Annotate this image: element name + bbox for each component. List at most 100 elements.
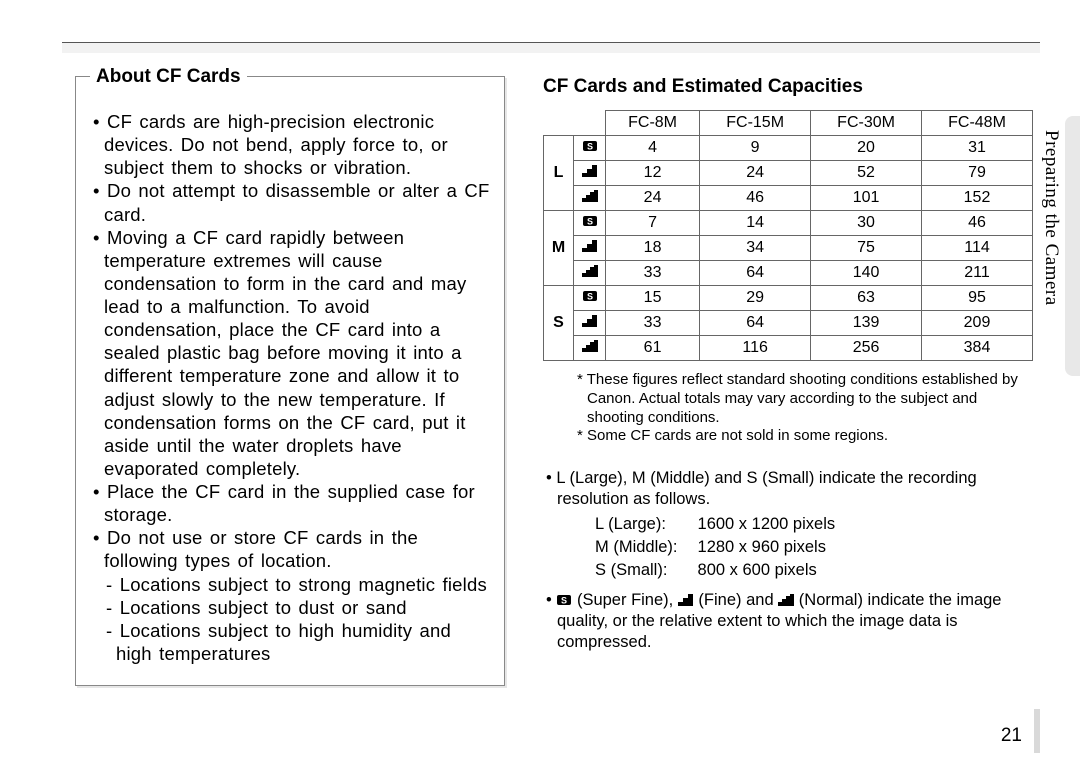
table-row: 3364140211 bbox=[544, 261, 1033, 286]
quality-icon-fine bbox=[574, 161, 606, 186]
left-column: About CF Cards CF cards are high-precisi… bbox=[75, 76, 505, 686]
cell: 384 bbox=[922, 336, 1033, 361]
footnote: * These figures reflect standard shootin… bbox=[577, 371, 1033, 427]
cell: 33 bbox=[606, 261, 700, 286]
res-label: L (Large): bbox=[595, 514, 696, 535]
table-row: 3364139209 bbox=[544, 311, 1033, 336]
quality-icon-normal bbox=[574, 261, 606, 286]
thumb-index-tab bbox=[1065, 116, 1080, 376]
table-row: S S 15296395 bbox=[544, 286, 1033, 311]
about-cf-cards-list: CF cards are high-precision electronic d… bbox=[90, 110, 490, 665]
quality-icon-superfine: S bbox=[574, 136, 606, 161]
capacities-table: FC-8M FC-15M FC-30M FC-48M L S 492031 12… bbox=[543, 110, 1033, 361]
page-number-bar bbox=[1034, 709, 1040, 753]
cell: 29 bbox=[700, 286, 811, 311]
cell: 9 bbox=[700, 136, 811, 161]
quality-icon-normal bbox=[574, 336, 606, 361]
bullet: CF cards are high-precision electronic d… bbox=[90, 110, 490, 179]
table-row: L S 492031 bbox=[544, 136, 1033, 161]
cell: 152 bbox=[922, 186, 1033, 211]
bullet: Do not attempt to disassemble or alter a… bbox=[90, 179, 490, 225]
sub-bullet: Locations subject to strong magnetic fie… bbox=[90, 573, 490, 596]
cell: 46 bbox=[700, 186, 811, 211]
cell: 24 bbox=[700, 161, 811, 186]
bullet: Place the CF card in the supplied case f… bbox=[90, 480, 490, 526]
quality-icon-fine bbox=[574, 311, 606, 336]
cell: 12 bbox=[606, 161, 700, 186]
cell: 4 bbox=[606, 136, 700, 161]
capacities-title: CF Cards and Estimated Capacities bbox=[543, 76, 1033, 98]
res-label: S (Small): bbox=[595, 560, 696, 581]
res-label: M (Middle): bbox=[595, 537, 696, 558]
res-value: 1280 x 960 pixels bbox=[698, 537, 854, 558]
col-header: FC-48M bbox=[922, 111, 1033, 136]
res-value: 800 x 600 pixels bbox=[698, 560, 854, 581]
cell: 64 bbox=[700, 311, 811, 336]
cell: 75 bbox=[811, 236, 922, 261]
sub-bullet: Locations subject to high humidity and h… bbox=[90, 619, 490, 665]
bullet: Do not use or store CF cards in the foll… bbox=[90, 526, 490, 572]
cell: 34 bbox=[700, 236, 811, 261]
normal-icon bbox=[778, 594, 794, 606]
cell: 24 bbox=[606, 186, 700, 211]
svg-text:S: S bbox=[586, 142, 592, 152]
note: S (Super Fine), (Fine) and (Normal) indi… bbox=[543, 590, 1033, 653]
svg-text:S: S bbox=[586, 217, 592, 227]
col-header: FC-15M bbox=[700, 111, 811, 136]
cell: 33 bbox=[606, 311, 700, 336]
cell: 63 bbox=[811, 286, 922, 311]
cell: 116 bbox=[700, 336, 811, 361]
footnote: * Some CF cards are not sold in some reg… bbox=[577, 427, 1033, 446]
table-row: 183475114 bbox=[544, 236, 1033, 261]
cell: 114 bbox=[922, 236, 1033, 261]
cell: 139 bbox=[811, 311, 922, 336]
content-columns: About CF Cards CF cards are high-precisi… bbox=[75, 76, 1045, 686]
col-header: FC-30M bbox=[811, 111, 922, 136]
cell: 18 bbox=[606, 236, 700, 261]
header-band bbox=[62, 42, 1040, 53]
table-row: M S 7143046 bbox=[544, 211, 1033, 236]
svg-text:S: S bbox=[586, 292, 592, 302]
cell: 64 bbox=[700, 261, 811, 286]
notes-list: L (Large), M (Middle) and S (Small) indi… bbox=[543, 468, 1033, 653]
quality-icon-normal bbox=[574, 186, 606, 211]
size-label: M bbox=[544, 211, 574, 286]
cell: 31 bbox=[922, 136, 1033, 161]
cell: 61 bbox=[606, 336, 700, 361]
size-label: S bbox=[544, 286, 574, 361]
cell: 46 bbox=[922, 211, 1033, 236]
table-row: 2446101152 bbox=[544, 186, 1033, 211]
about-cf-cards-box: About CF Cards CF cards are high-precisi… bbox=[75, 76, 505, 686]
note: L (Large), M (Middle) and S (Small) indi… bbox=[543, 468, 1033, 584]
cell: 52 bbox=[811, 161, 922, 186]
quality-icon-superfine: S bbox=[574, 286, 606, 311]
cell: 14 bbox=[700, 211, 811, 236]
fine-icon bbox=[678, 594, 694, 606]
table-header-row: FC-8M FC-15M FC-30M FC-48M bbox=[544, 111, 1033, 136]
cell: 7 bbox=[606, 211, 700, 236]
table-row: 61116256384 bbox=[544, 336, 1033, 361]
quality-icon-superfine: S bbox=[574, 211, 606, 236]
manual-page: Preparing the Camera About CF Cards CF c… bbox=[0, 0, 1080, 765]
res-value: 1600 x 1200 pixels bbox=[698, 514, 854, 535]
cell: 256 bbox=[811, 336, 922, 361]
cell: 15 bbox=[606, 286, 700, 311]
sub-bullet: Locations subject to dust or sand bbox=[90, 596, 490, 619]
table-footnotes: * These figures reflect standard shootin… bbox=[577, 371, 1033, 446]
page-number: 21 bbox=[1001, 725, 1022, 747]
superfine-icon: S bbox=[556, 594, 572, 606]
col-header: FC-8M bbox=[606, 111, 700, 136]
cell: 101 bbox=[811, 186, 922, 211]
resolution-table: L (Large):1600 x 1200 pixels M (Middle):… bbox=[593, 512, 855, 583]
size-label: L bbox=[544, 136, 574, 211]
svg-text:S: S bbox=[561, 595, 567, 605]
cell: 140 bbox=[811, 261, 922, 286]
bullet: Moving a CF card rapidly between tempera… bbox=[90, 226, 490, 480]
cell: 30 bbox=[811, 211, 922, 236]
cell: 209 bbox=[922, 311, 1033, 336]
table-row: 12245279 bbox=[544, 161, 1033, 186]
cell: 79 bbox=[922, 161, 1033, 186]
cell: 211 bbox=[922, 261, 1033, 286]
cell: 95 bbox=[922, 286, 1033, 311]
quality-icon-fine bbox=[574, 236, 606, 261]
